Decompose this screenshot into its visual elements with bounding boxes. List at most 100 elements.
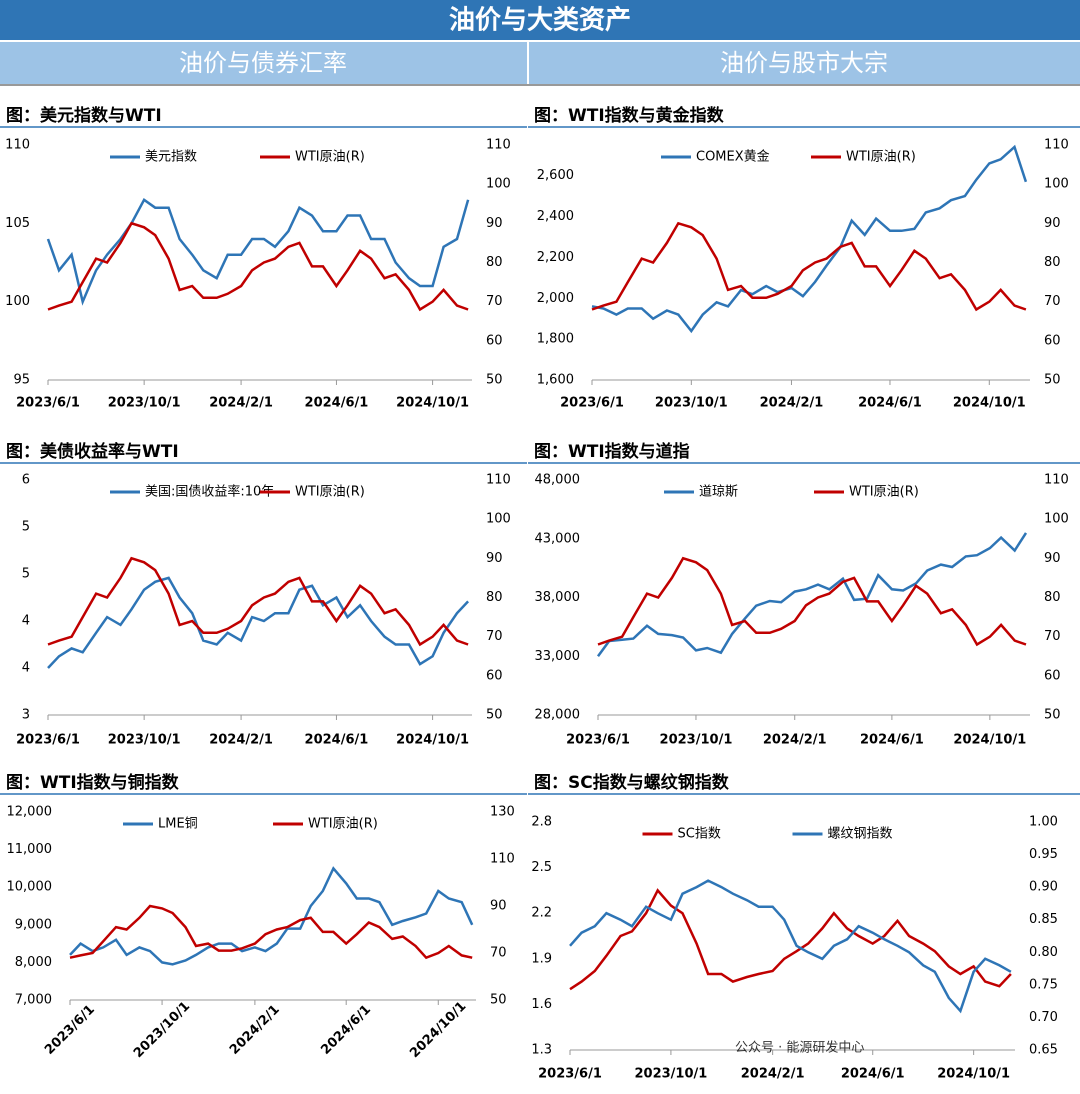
x-tick-label: 2023/6/1 — [16, 733, 80, 748]
y2-tick-label: 70 — [486, 629, 503, 644]
y2-tick-label: 50 — [490, 993, 507, 1008]
y-tick-label: 8,000 — [15, 955, 52, 970]
x-tick-label: 2023/10/1 — [655, 396, 728, 411]
x-tick-label: 2023/6/1 — [560, 396, 624, 411]
legend-label: WTI原油(R) — [849, 485, 919, 500]
y-tick-label: 4 — [22, 614, 30, 629]
legend-label: WTI原油(R) — [295, 485, 365, 500]
x-tick-label: 2023/10/1 — [131, 999, 193, 1061]
x-tick-label: 2023/6/1 — [16, 396, 80, 411]
y2-tick-label: 50 — [486, 373, 503, 388]
y2-tick-label: 100 — [1044, 177, 1069, 192]
y2-tick-label: 60 — [1044, 333, 1061, 348]
y-tick-label: 4 — [22, 661, 30, 676]
legend-label: 螺纹钢指数 — [828, 827, 893, 842]
y2-tick-label: 0.80 — [1029, 945, 1058, 960]
y-tick-label: 2.5 — [531, 860, 552, 875]
series-line — [47, 221, 469, 312]
x-tick-label: 2024/10/1 — [396, 733, 469, 748]
y2-tick-label: 110 — [1044, 138, 1069, 153]
series-line — [591, 221, 1027, 312]
y-tick-label: 12,000 — [7, 805, 53, 820]
x-tick-label: 2024/2/1 — [760, 396, 824, 411]
y-tick-label: 5 — [22, 520, 30, 535]
x-tick-label: 2024/10/1 — [937, 1067, 1010, 1082]
y2-tick-label: 90 — [486, 216, 503, 231]
y2-tick-label: 110 — [1044, 473, 1069, 488]
y-tick-label: 11,000 — [7, 842, 53, 857]
y2-tick-label: 60 — [486, 668, 503, 683]
series-line — [591, 144, 1028, 334]
chart-title: 图：SC指数与螺纹钢指数 — [534, 772, 730, 793]
subheader-right — [529, 42, 1080, 84]
x-tick-label: 2023/10/1 — [108, 396, 181, 411]
subheader-right-text: 油价与股市大宗 — [720, 49, 888, 77]
x-tick-label: 2024/10/1 — [407, 999, 469, 1061]
y2-tick-label: 70 — [1044, 294, 1061, 309]
x-tick-label: 2023/10/1 — [660, 733, 733, 748]
subheader-left — [0, 42, 527, 84]
y-tick-label: 1,800 — [537, 332, 574, 347]
legend-label: WTI原油(R) — [295, 150, 365, 165]
x-tick-label: 2023/6/1 — [538, 1067, 602, 1082]
subheader-left-text: 油价与债券汇率 — [179, 49, 347, 77]
y2-tick-label: 0.75 — [1029, 977, 1058, 992]
y2-tick-label: 50 — [1044, 373, 1061, 388]
y2-tick-label: 100 — [1044, 512, 1069, 527]
y-tick-label: 100 — [5, 294, 30, 309]
y2-tick-label: 50 — [486, 708, 503, 723]
y-tick-label: 105 — [5, 216, 30, 231]
x-tick-label: 2024/6/1 — [841, 1067, 905, 1082]
series-line — [597, 556, 1027, 647]
chart-title: 图：美元指数与WTI — [6, 105, 162, 126]
y2-tick-label: 70 — [1044, 629, 1061, 644]
chart-title: 图：美债收益率与WTI — [6, 441, 179, 462]
legend-label: SC指数 — [678, 827, 721, 842]
y2-tick-label: 70 — [490, 946, 507, 961]
y-tick-label: 38,000 — [535, 590, 581, 605]
y-tick-label: 43,000 — [535, 531, 581, 546]
y2-tick-label: 0.85 — [1029, 912, 1058, 927]
x-tick-label: 2024/6/1 — [318, 1002, 374, 1058]
y2-tick-label: 0.95 — [1029, 847, 1058, 862]
y2-tick-label: 100 — [486, 177, 511, 192]
series-line — [569, 888, 1012, 991]
y-tick-label: 2,600 — [537, 168, 574, 183]
y-tick-label: 48,000 — [535, 473, 581, 488]
series-line — [596, 532, 1028, 658]
header-bar — [0, 0, 1080, 40]
y-tick-label: 2.8 — [531, 815, 552, 830]
y-tick-label: 3 — [22, 708, 30, 723]
y2-tick-label: 110 — [490, 852, 515, 867]
legend-label: WTI原油(R) — [308, 817, 378, 832]
y2-tick-label: 60 — [486, 333, 503, 348]
legend-label: 道琼斯 — [699, 485, 738, 500]
y2-tick-label: 110 — [486, 473, 511, 488]
y2-tick-label: 90 — [490, 899, 507, 914]
x-tick-label: 2024/2/1 — [209, 396, 273, 411]
series-line — [47, 576, 470, 669]
y-tick-label: 6 — [22, 473, 30, 488]
series-line — [569, 879, 1012, 1014]
y-tick-label: 2.2 — [531, 906, 552, 921]
chart-title: 图：WTI指数与铜指数 — [6, 772, 180, 793]
x-tick-label: 2023/6/1 — [566, 733, 630, 748]
x-tick-label: 2024/2/1 — [741, 1067, 805, 1082]
y2-tick-label: 0.70 — [1029, 1010, 1058, 1025]
y2-tick-label: 60 — [1044, 668, 1061, 683]
legend-label: 美元指数 — [145, 150, 197, 165]
x-tick-label: 2024/2/1 — [763, 733, 827, 748]
x-tick-label: 2023/10/1 — [634, 1067, 707, 1082]
y2-tick-label: 80 — [486, 590, 503, 605]
legend-label: 美国:国债收益率:10年 — [145, 484, 274, 500]
chart-title: 图：WTI指数与黄金指数 — [534, 105, 725, 126]
y-tick-label: 10,000 — [7, 880, 53, 895]
legend-label: COMEX黄金 — [696, 149, 770, 165]
x-tick-label: 2024/2/1 — [209, 733, 273, 748]
x-tick-label: 2024/2/1 — [227, 1002, 283, 1058]
y-tick-label: 7,000 — [15, 993, 52, 1008]
series-line — [69, 904, 473, 960]
y-tick-label: 110 — [5, 138, 30, 153]
y2-tick-label: 1.00 — [1029, 815, 1058, 830]
